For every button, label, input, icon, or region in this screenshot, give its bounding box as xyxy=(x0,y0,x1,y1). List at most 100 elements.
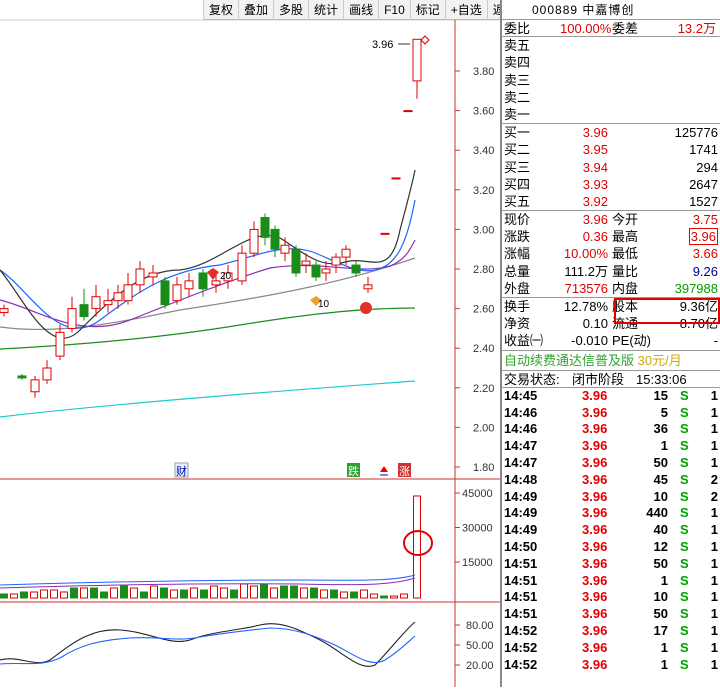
trade-row: 14:51 3.96 50 S 1 xyxy=(502,606,720,623)
toolbar-button[interactable]: 多股 xyxy=(273,0,308,20)
trade-price: 3.96 xyxy=(582,639,608,655)
buy-orders: 买一 3.96 125776 买二 3.95 1741 买三 3.94 294 买四 3.93 264… xyxy=(502,124,720,212)
kline-chart-area[interactable]: 3.80 3.60 3.40 3.20 3.00 2.80 2.60 2.40 2.20 2.00… xyxy=(0,0,500,687)
trade-side: S xyxy=(680,656,689,672)
trade-price: 3.96 xyxy=(582,471,608,487)
trade-row: 14:46 3.96 5 S 1 xyxy=(502,405,720,422)
trade-time: 14:45 xyxy=(504,387,538,403)
ad-banner[interactable]: 自动续费通达信普及版 30元/月 xyxy=(502,351,720,371)
toolbar-button[interactable]: 统计 xyxy=(308,0,343,20)
candle-body xyxy=(148,272,158,278)
stat-value: 10.00% xyxy=(563,246,608,262)
trade-row: 14:49 3.96 440 S 1 xyxy=(502,505,720,522)
buy-row: 买五 3.92 1527 xyxy=(502,193,720,210)
candle-body xyxy=(270,228,280,250)
trade-volume: 17 xyxy=(653,622,668,638)
trade-row: 14:45 3.96 15 S 1 xyxy=(502,388,720,405)
trade-price: 3.96 xyxy=(582,505,608,521)
trade-count: 1 xyxy=(710,505,718,521)
finance-row: 换手 12.78% 股本 9.36亿 xyxy=(502,298,720,315)
red-dot-icon xyxy=(360,302,372,314)
stat-value: 3.66 xyxy=(692,246,718,262)
volume-bar xyxy=(200,589,208,599)
trade-side: S xyxy=(680,488,689,504)
trade-price: 3.96 xyxy=(582,421,608,437)
volume-bar xyxy=(380,595,388,599)
trade-count: 1 xyxy=(710,438,718,454)
trade-volume: 10 xyxy=(653,589,668,605)
badge-die: 跌 xyxy=(348,464,359,478)
sell-row: 卖二 xyxy=(502,89,720,106)
buy-price: 3.93 xyxy=(582,176,608,192)
finance-value: 8.70亿 xyxy=(679,316,718,332)
price-tick: 2.00 xyxy=(473,422,494,434)
ad-price: 30元/月 xyxy=(637,352,682,368)
weicha-value: 13.2万 xyxy=(677,21,716,36)
trade-count: 1 xyxy=(710,421,718,437)
toolbar-button[interactable]: F10 xyxy=(378,0,410,20)
candle-body xyxy=(211,280,221,286)
trade-time: 14:50 xyxy=(504,538,538,554)
trade-volume: 50 xyxy=(653,555,668,571)
volume-bar xyxy=(40,589,48,599)
volume-bar xyxy=(190,587,198,599)
trade-price: 3.96 xyxy=(582,606,608,622)
candle-body xyxy=(55,331,65,357)
status-value: 闭市阶段 xyxy=(572,371,625,387)
candle-body xyxy=(341,248,351,258)
candle-body xyxy=(363,284,373,290)
finance-value: 9.36亿 xyxy=(679,299,718,314)
volume-tick: 15000 xyxy=(462,557,493,569)
toolbar-button[interactable]: 标记 xyxy=(409,0,445,20)
finance-value: -0.010 xyxy=(571,333,608,349)
trade-row: 14:47 3.96 50 S 1 xyxy=(502,455,720,472)
trade-count: 1 xyxy=(710,387,718,403)
volume-bar xyxy=(160,587,168,599)
kline-chart[interactable]: 3.80 3.60 3.40 3.20 3.00 2.80 2.60 2.40 2.20 2.00… xyxy=(0,0,500,687)
trade-count: 1 xyxy=(710,606,718,622)
trade-volume: 1 xyxy=(660,639,668,655)
indicator-k-line xyxy=(0,621,416,667)
volume-bar xyxy=(250,585,258,599)
indicator-tick: 20.00 xyxy=(466,660,494,672)
candle-body xyxy=(184,280,194,290)
trade-count: 1 xyxy=(710,589,718,605)
toolbar-button[interactable]: 复权 xyxy=(203,0,238,20)
volume-bar xyxy=(150,585,158,599)
candle-body xyxy=(79,304,89,318)
trade-row: 14:52 3.96 17 S 1 xyxy=(502,623,720,640)
candle-body xyxy=(30,379,40,393)
buy-row: 买三 3.94 294 xyxy=(502,159,720,176)
sell-row: 卖一 xyxy=(502,106,720,123)
buy-volume: 1741 xyxy=(689,142,718,158)
candle-body xyxy=(260,217,270,238)
trade-side: S xyxy=(680,471,689,487)
volume-bar xyxy=(180,589,188,599)
trade-count: 2 xyxy=(710,471,718,487)
ma10-line xyxy=(0,199,416,329)
trade-row: 14:49 3.96 10 S 2 xyxy=(502,489,720,506)
candle-body xyxy=(172,284,182,302)
volume-bar xyxy=(290,585,298,599)
trade-volume: 12 xyxy=(653,538,668,554)
volume-tick: 30000 xyxy=(462,523,493,535)
trade-count: 1 xyxy=(710,404,718,420)
sell-label: 卖四 xyxy=(504,55,531,71)
arrow-up-icon xyxy=(380,466,388,472)
toolbar-button[interactable]: 画线 xyxy=(343,0,378,20)
toolbar-button[interactable]: 叠加 xyxy=(238,0,273,20)
trade-time: 14:52 xyxy=(504,622,538,638)
trade-time: 14:51 xyxy=(504,572,538,588)
trade-side: S xyxy=(680,454,689,470)
trade-list[interactable]: 14:45 3.96 15 S 1 14:46 3.96 5 S 1 14:46 3.96 36 S 1 14… xyxy=(502,388,720,674)
volume-bar xyxy=(0,593,8,599)
volume-bar xyxy=(320,589,328,599)
candle-body xyxy=(237,252,247,282)
buy-volume: 2647 xyxy=(689,176,718,192)
weicha-label: 委差 xyxy=(612,21,639,36)
volume-bar xyxy=(10,593,18,599)
stat-value: 397988 xyxy=(674,280,718,296)
stat-row: 总量 111.2万 量比 9.26 xyxy=(502,263,720,280)
toolbar-button[interactable]: +自选 xyxy=(444,0,487,20)
